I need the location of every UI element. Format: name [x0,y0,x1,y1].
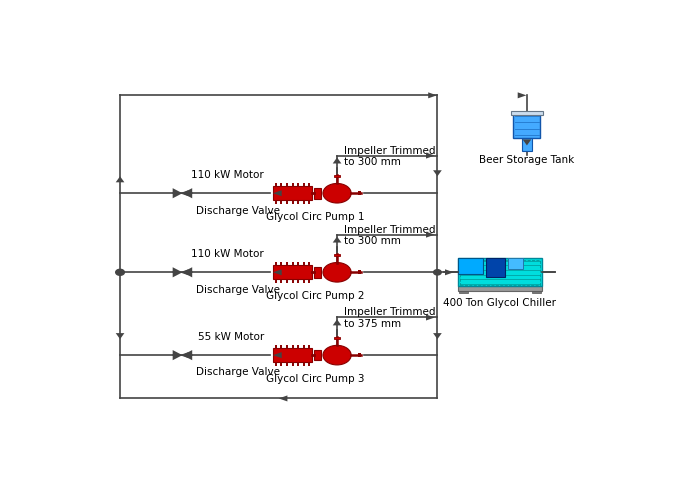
Circle shape [323,346,351,365]
Polygon shape [433,333,442,340]
Circle shape [433,270,441,275]
Circle shape [323,184,351,203]
Bar [532,291,541,294]
Polygon shape [279,396,288,402]
Bar [513,114,540,139]
Text: Discharge Valve: Discharge Valve [196,284,280,294]
Text: 110 kW Motor: 110 kW Motor [191,249,264,259]
Polygon shape [173,268,183,278]
Polygon shape [433,171,442,177]
Polygon shape [428,93,437,99]
Text: Impeller Trimmed
to 300 mm: Impeller Trimmed to 300 mm [344,145,435,167]
Polygon shape [180,191,188,197]
Polygon shape [183,350,193,361]
Bar [334,175,340,177]
Polygon shape [116,333,125,340]
Bar [273,265,312,280]
Bar [273,187,312,201]
Polygon shape [332,320,342,325]
Polygon shape [180,270,188,276]
Polygon shape [332,237,342,243]
Polygon shape [273,352,281,358]
Text: 400 Ton Glycol Chiller: 400 Ton Glycol Chiller [443,297,556,307]
Bar [358,271,361,275]
Polygon shape [183,268,193,278]
Bar [458,287,542,291]
Polygon shape [183,189,193,199]
Polygon shape [332,158,342,164]
Bar [358,353,361,357]
Polygon shape [426,232,435,238]
Bar [358,192,361,196]
Polygon shape [445,270,454,276]
Bar [458,291,468,294]
Bar [486,259,505,277]
Text: Impeller Trimmed
to 375 mm: Impeller Trimmed to 375 mm [344,307,435,328]
Polygon shape [518,93,526,99]
Text: Impeller Trimmed
to 300 mm: Impeller Trimmed to 300 mm [344,224,435,245]
Polygon shape [173,189,183,199]
Bar [314,188,321,199]
Polygon shape [426,153,435,159]
Bar [314,350,321,361]
Bar [458,259,542,287]
Bar [508,259,523,270]
Bar [273,348,312,363]
Bar [334,254,340,256]
Text: Discharge Valve: Discharge Valve [196,205,280,215]
Circle shape [323,263,351,283]
Bar [460,260,540,285]
Polygon shape [173,350,183,361]
Text: Discharge Valve: Discharge Valve [196,366,280,377]
Polygon shape [180,352,188,358]
Polygon shape [426,315,435,321]
Text: 55 kW Motor: 55 kW Motor [197,332,264,342]
Bar [522,139,532,152]
Text: Glycol Circ Pump 3: Glycol Circ Pump 3 [266,373,365,384]
Polygon shape [116,177,125,183]
Bar [458,259,483,274]
Polygon shape [523,140,531,146]
Bar [511,112,542,116]
Text: Glycol Circ Pump 2: Glycol Circ Pump 2 [266,291,365,301]
Text: Beer Storage Tank: Beer Storage Tank [480,154,575,164]
Text: 110 kW Motor: 110 kW Motor [191,170,264,180]
Bar [334,337,340,339]
Polygon shape [273,191,281,197]
Polygon shape [273,270,281,276]
Text: Glycol Circ Pump 1: Glycol Circ Pump 1 [266,212,365,222]
Circle shape [116,270,125,276]
Bar [314,267,321,278]
